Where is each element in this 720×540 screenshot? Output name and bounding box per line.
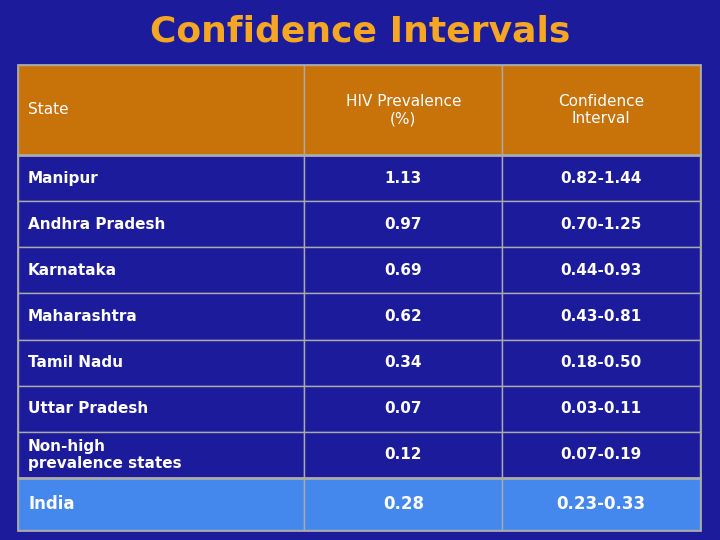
- Bar: [503, 386, 700, 432]
- Bar: [18, 478, 305, 530]
- Bar: [18, 247, 305, 293]
- Bar: [305, 201, 503, 247]
- Bar: [18, 201, 305, 247]
- Text: Karnataka: Karnataka: [28, 263, 117, 278]
- Bar: [503, 65, 700, 155]
- Bar: [305, 478, 503, 530]
- Bar: [18, 65, 305, 155]
- Text: 0.03-0.11: 0.03-0.11: [561, 401, 642, 416]
- Bar: [305, 155, 503, 201]
- Text: 0.82-1.44: 0.82-1.44: [560, 171, 642, 186]
- Text: Manipur: Manipur: [28, 171, 99, 186]
- Text: 0.07-0.19: 0.07-0.19: [560, 448, 642, 462]
- Bar: [18, 65, 700, 530]
- Bar: [305, 386, 503, 432]
- Bar: [18, 432, 305, 478]
- Text: 0.12: 0.12: [384, 448, 422, 462]
- Bar: [503, 201, 700, 247]
- Text: Confidence Intervals: Confidence Intervals: [150, 15, 570, 49]
- Bar: [305, 65, 503, 155]
- Text: India: India: [28, 495, 74, 513]
- Bar: [503, 478, 700, 530]
- Text: 0.34: 0.34: [384, 355, 422, 370]
- Text: 0.69: 0.69: [384, 263, 422, 278]
- Text: 1.13: 1.13: [384, 171, 422, 186]
- Bar: [305, 432, 503, 478]
- Bar: [503, 340, 700, 386]
- Bar: [503, 293, 700, 340]
- Text: Confidence
Interval: Confidence Interval: [558, 94, 644, 126]
- Text: 0.70-1.25: 0.70-1.25: [560, 217, 642, 232]
- Text: 0.43-0.81: 0.43-0.81: [560, 309, 642, 324]
- Text: Tamil Nadu: Tamil Nadu: [28, 355, 123, 370]
- Bar: [305, 247, 503, 293]
- Bar: [18, 340, 305, 386]
- Text: 0.07: 0.07: [384, 401, 422, 416]
- Text: State: State: [28, 103, 68, 118]
- Text: 0.28: 0.28: [383, 495, 424, 513]
- Bar: [18, 293, 305, 340]
- Bar: [503, 432, 700, 478]
- Text: 0.62: 0.62: [384, 309, 422, 324]
- Bar: [305, 293, 503, 340]
- Text: Andhra Pradesh: Andhra Pradesh: [28, 217, 166, 232]
- Bar: [503, 247, 700, 293]
- Bar: [18, 386, 305, 432]
- Text: 0.97: 0.97: [384, 217, 422, 232]
- Text: 0.44-0.93: 0.44-0.93: [560, 263, 642, 278]
- Text: Uttar Pradesh: Uttar Pradesh: [28, 401, 148, 416]
- Text: Non-high
prevalence states: Non-high prevalence states: [28, 438, 181, 471]
- Bar: [18, 155, 305, 201]
- Text: 0.23-0.33: 0.23-0.33: [557, 495, 646, 513]
- Bar: [305, 340, 503, 386]
- Bar: [503, 155, 700, 201]
- Text: Maharashtra: Maharashtra: [28, 309, 138, 324]
- Text: HIV Prevalence
(%): HIV Prevalence (%): [346, 94, 461, 126]
- Text: 0.18-0.50: 0.18-0.50: [560, 355, 642, 370]
